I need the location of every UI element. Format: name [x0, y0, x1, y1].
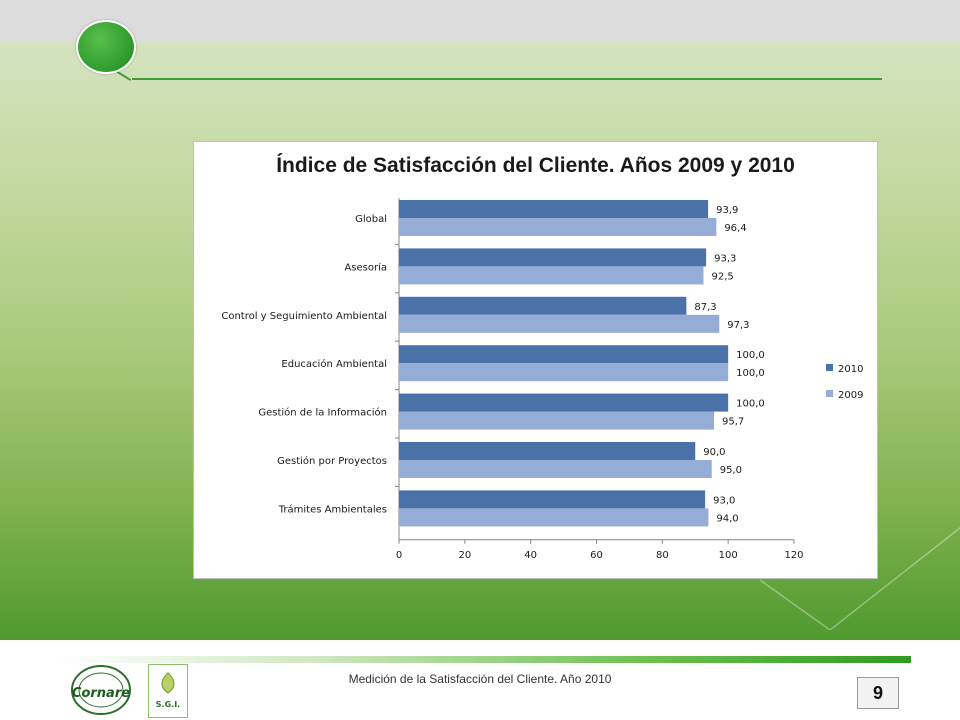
x-tick-label: 40	[524, 550, 537, 561]
decorative-header-line	[132, 78, 882, 80]
bar-2009	[399, 218, 717, 236]
cornare-logo-text: Cornare	[72, 686, 130, 701]
data-label: 100,0	[736, 399, 765, 410]
bar-2010	[399, 200, 709, 218]
x-tick-label: 100	[719, 550, 738, 561]
bar-2009	[399, 266, 704, 285]
data-label: 100,0	[736, 368, 765, 379]
legend-swatch-2009	[826, 390, 833, 397]
bar-2010	[399, 393, 729, 412]
chart-title: Índice de Satisfacción del Cliente. Años…	[276, 154, 795, 177]
decorative-chevron	[760, 526, 960, 630]
data-label: 92,5	[711, 271, 733, 282]
data-label: 95,0	[720, 465, 742, 476]
page-number: 9	[857, 677, 899, 709]
legend-swatch-2010	[826, 364, 833, 371]
bar-chart: 0 20 40 60 80 100 120 Global 93,9 96,4 Asesoría 93,…	[221, 198, 863, 561]
data-label: 93,3	[714, 253, 736, 264]
category-label: Trámites Ambientales	[278, 503, 387, 515]
bar-2010	[399, 345, 729, 364]
data-label: 90,0	[703, 447, 725, 458]
x-tick-label: 0	[396, 550, 402, 561]
bar-2009	[399, 314, 720, 333]
data-label: 97,3	[727, 320, 749, 331]
category-label: Control y Seguimiento Ambiental	[221, 311, 387, 322]
top-band	[0, 0, 960, 42]
chart-panel: Índice de Satisfacción del Cliente. Años…	[193, 141, 878, 579]
category-label: Global	[355, 214, 387, 225]
bar-2010	[399, 442, 696, 460]
bar-2009	[399, 411, 715, 430]
x-tick-label: 60	[590, 550, 603, 561]
bar-2009	[399, 363, 729, 382]
data-label: 93,9	[716, 205, 738, 216]
bar-2010	[399, 490, 706, 509]
decorative-green-circle	[76, 20, 136, 74]
bar-2010	[399, 296, 687, 315]
data-label: 87,3	[694, 302, 716, 313]
footer-title: Medición de la Satisfacción del Cliente.…	[348, 672, 612, 686]
data-label: 93,0	[713, 495, 735, 506]
data-label: 96,4	[724, 223, 746, 234]
data-label: 95,7	[722, 417, 744, 428]
legend-label: 2009	[838, 390, 863, 401]
x-tick-label: 20	[458, 550, 471, 561]
sgi-logo-text: S.G.I.	[156, 700, 180, 709]
category-label: Educación Ambiental	[281, 358, 387, 370]
cornare-logo: Cornare	[71, 665, 131, 715]
bar-2009	[399, 508, 709, 527]
sgi-logo: S.G.I.	[148, 664, 188, 718]
legend-label: 2010	[838, 364, 863, 375]
x-tick-label: 80	[656, 550, 669, 561]
bar-2010	[399, 248, 707, 267]
category-label: Gestión de la Información	[258, 407, 387, 419]
category-label: Asesoría	[344, 261, 387, 273]
bar-2009	[399, 460, 712, 478]
data-label: 94,0	[716, 513, 738, 524]
category-label: Gestión por Proyectos	[277, 455, 387, 467]
x-tick-label: 120	[784, 550, 803, 561]
data-label: 100,0	[736, 350, 765, 361]
footer-bar	[56, 656, 911, 663]
